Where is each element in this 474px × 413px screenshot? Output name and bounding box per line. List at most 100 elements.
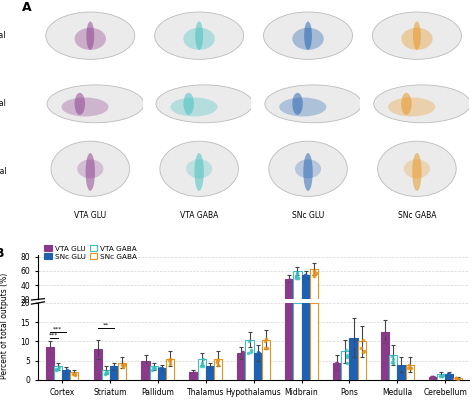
Ellipse shape xyxy=(304,21,312,50)
Ellipse shape xyxy=(46,12,135,59)
Bar xyxy=(429,377,437,380)
Bar xyxy=(285,303,293,380)
Point xyxy=(206,366,214,373)
Point xyxy=(238,349,246,355)
Point xyxy=(111,368,118,375)
Point xyxy=(406,365,413,371)
Point xyxy=(348,350,356,357)
Point xyxy=(70,371,78,377)
Point xyxy=(292,275,299,281)
Point xyxy=(343,351,351,358)
Ellipse shape xyxy=(378,141,456,197)
Bar xyxy=(237,353,246,380)
Point xyxy=(246,338,253,344)
Point xyxy=(452,375,460,382)
Point xyxy=(55,366,62,373)
Point xyxy=(263,335,270,342)
Point xyxy=(389,355,396,362)
Bar xyxy=(110,366,118,380)
Point xyxy=(383,346,391,353)
Point xyxy=(343,359,350,366)
Point xyxy=(292,273,300,280)
Point xyxy=(205,368,212,374)
Ellipse shape xyxy=(47,85,144,123)
Point xyxy=(389,360,396,366)
Text: VTA GLU: VTA GLU xyxy=(74,211,106,220)
Bar xyxy=(262,339,270,380)
Ellipse shape xyxy=(265,85,362,123)
Point xyxy=(214,361,221,368)
Point xyxy=(46,347,54,353)
Ellipse shape xyxy=(86,21,94,50)
Point xyxy=(310,273,318,279)
Point xyxy=(398,364,406,370)
Point xyxy=(445,371,453,378)
Point xyxy=(103,369,110,375)
Point xyxy=(247,347,255,354)
Bar xyxy=(310,269,318,299)
Point xyxy=(46,348,53,355)
Point xyxy=(438,373,446,380)
Ellipse shape xyxy=(412,153,422,191)
Text: **: ** xyxy=(102,323,109,328)
Point xyxy=(47,349,55,356)
Bar xyxy=(406,365,414,380)
Bar xyxy=(293,271,301,299)
Ellipse shape xyxy=(292,93,303,115)
Ellipse shape xyxy=(160,141,238,197)
Point xyxy=(429,374,437,381)
Point xyxy=(438,373,446,379)
Point xyxy=(254,352,261,359)
Bar xyxy=(333,363,341,380)
Bar xyxy=(301,275,310,299)
Text: Horizontal: Horizontal xyxy=(0,167,7,176)
Point xyxy=(208,363,215,370)
Ellipse shape xyxy=(74,93,85,115)
Bar xyxy=(454,378,462,380)
Bar xyxy=(246,339,254,380)
Bar xyxy=(118,363,126,380)
Point xyxy=(148,367,156,373)
Point xyxy=(294,275,301,281)
Point xyxy=(436,373,444,380)
Bar xyxy=(93,349,101,380)
Point xyxy=(214,356,221,363)
Point xyxy=(103,368,111,375)
Point xyxy=(429,374,437,380)
Point xyxy=(312,270,319,276)
Point xyxy=(101,371,109,377)
Bar xyxy=(150,366,158,380)
Point xyxy=(158,365,166,371)
Point xyxy=(191,370,199,376)
Bar xyxy=(62,370,70,380)
Point xyxy=(407,365,414,372)
Text: ***: *** xyxy=(53,326,63,332)
Point xyxy=(262,345,269,351)
Point xyxy=(453,375,460,382)
Point xyxy=(396,365,403,372)
Point xyxy=(310,271,317,277)
Point xyxy=(188,371,196,377)
Point xyxy=(428,374,436,380)
Bar xyxy=(46,347,54,380)
Point xyxy=(141,365,149,371)
Point xyxy=(398,365,405,371)
Bar xyxy=(357,342,366,380)
Ellipse shape xyxy=(186,159,212,178)
Bar xyxy=(293,303,301,380)
Bar xyxy=(301,303,310,380)
Point xyxy=(72,371,79,377)
Bar xyxy=(445,374,454,380)
Point xyxy=(350,342,358,349)
Point xyxy=(334,360,341,366)
Point xyxy=(93,354,101,361)
Point xyxy=(359,337,366,344)
Point xyxy=(301,275,309,281)
Point xyxy=(360,348,367,354)
Point xyxy=(62,368,69,375)
Bar xyxy=(285,279,293,299)
Ellipse shape xyxy=(413,21,421,50)
Point xyxy=(452,375,460,382)
Bar xyxy=(70,372,78,380)
Ellipse shape xyxy=(85,153,95,191)
